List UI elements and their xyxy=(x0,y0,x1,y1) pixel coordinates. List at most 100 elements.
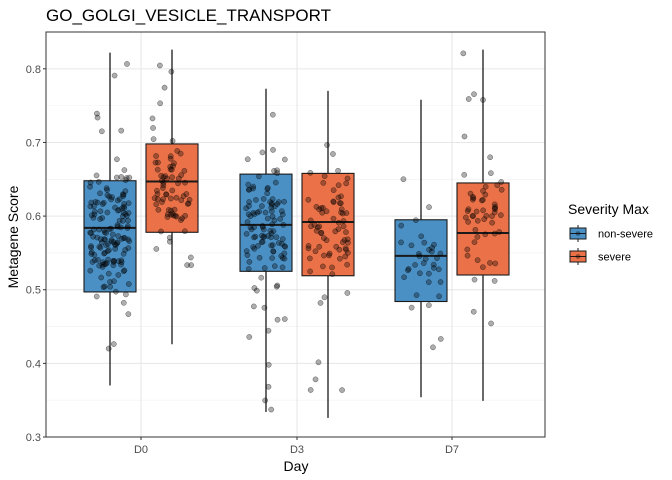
data-point xyxy=(99,215,106,221)
data-point xyxy=(316,243,323,250)
data-point xyxy=(183,191,190,197)
data-point xyxy=(162,173,169,179)
data-point xyxy=(344,290,351,296)
data-point xyxy=(259,232,265,239)
y-tick-label: 0.4 xyxy=(26,358,41,370)
data-point xyxy=(182,212,188,219)
data-point xyxy=(342,253,349,260)
data-point xyxy=(479,197,485,204)
data-point xyxy=(435,266,442,273)
data-point xyxy=(105,241,111,247)
data-point xyxy=(335,219,342,226)
data-point xyxy=(321,173,328,179)
data-point xyxy=(305,245,312,252)
data-point xyxy=(181,168,188,174)
legend-item-non-severe: non-severe xyxy=(569,225,653,242)
data-point xyxy=(320,204,326,211)
data-point xyxy=(265,327,272,334)
data-point xyxy=(91,208,98,215)
data-point xyxy=(182,228,188,235)
data-point xyxy=(174,148,181,154)
data-point xyxy=(398,239,404,246)
data-point xyxy=(115,258,122,265)
data-point xyxy=(108,237,115,243)
data-point xyxy=(166,234,173,241)
data-point xyxy=(412,262,418,268)
y-axis-title: Metagene Score xyxy=(5,185,21,288)
data-point xyxy=(488,170,494,176)
data-point xyxy=(339,387,345,393)
data-point xyxy=(338,206,345,213)
data-point xyxy=(326,250,333,257)
data-point xyxy=(105,256,111,263)
data-point xyxy=(246,259,253,265)
data-point xyxy=(307,387,314,393)
data-point xyxy=(246,334,253,340)
data-point xyxy=(150,125,156,131)
data-point xyxy=(471,239,478,246)
data-point xyxy=(269,242,276,248)
data-point xyxy=(279,211,286,218)
data-point xyxy=(95,256,101,263)
data-point xyxy=(88,244,94,251)
data-point xyxy=(307,255,313,262)
data-point xyxy=(335,167,341,174)
data-point xyxy=(480,264,486,271)
data-point xyxy=(118,174,125,180)
data-point xyxy=(320,263,326,270)
data-point xyxy=(125,311,132,317)
data-point xyxy=(91,211,98,218)
data-point xyxy=(157,100,164,107)
data-point xyxy=(187,254,194,261)
data-point xyxy=(252,233,259,240)
plot-panel xyxy=(45,31,546,438)
data-point xyxy=(498,186,505,193)
data-point xyxy=(98,236,104,242)
x-axis-title: Day xyxy=(284,458,309,474)
data-point xyxy=(487,260,493,266)
data-point xyxy=(489,219,496,226)
legend-item-severe: severe xyxy=(569,248,631,265)
data-point xyxy=(243,231,250,237)
data-point xyxy=(186,196,193,203)
box-group-non-severe-D7 xyxy=(394,99,448,398)
data-point xyxy=(91,252,98,258)
data-point xyxy=(425,302,432,309)
data-point xyxy=(271,168,277,174)
data-point xyxy=(122,211,129,217)
data-point xyxy=(167,195,174,202)
data-point xyxy=(98,128,105,135)
data-point xyxy=(169,187,176,194)
data-point xyxy=(258,239,265,245)
data-point xyxy=(273,234,280,241)
data-point xyxy=(95,178,102,185)
data-point xyxy=(465,96,472,102)
data-point xyxy=(168,68,175,75)
data-point xyxy=(178,197,185,204)
data-point xyxy=(487,154,494,161)
data-point xyxy=(268,406,275,413)
data-point xyxy=(110,341,117,347)
data-point xyxy=(408,242,415,249)
data-point xyxy=(188,262,194,268)
data-point xyxy=(93,172,100,179)
data-point xyxy=(89,259,96,265)
data-point xyxy=(243,205,249,212)
data-point xyxy=(337,255,343,262)
data-point xyxy=(401,274,407,281)
data-point xyxy=(498,212,504,218)
data-point xyxy=(271,217,278,224)
data-point xyxy=(126,238,133,245)
data-point xyxy=(335,182,342,189)
data-point xyxy=(270,248,277,255)
data-point xyxy=(125,217,131,224)
data-point xyxy=(437,250,444,257)
data-point xyxy=(330,199,337,205)
data-point xyxy=(256,173,262,180)
data-point xyxy=(496,229,503,235)
data-point xyxy=(492,260,499,267)
data-point xyxy=(488,320,494,327)
data-point xyxy=(104,209,111,216)
data-point xyxy=(482,183,489,190)
